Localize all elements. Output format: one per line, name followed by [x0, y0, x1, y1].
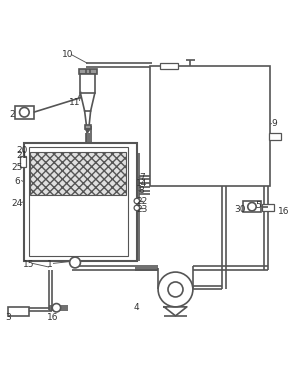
Text: 16: 16 [47, 313, 58, 323]
Text: 3: 3 [6, 313, 11, 323]
Text: 25: 25 [12, 163, 23, 172]
Bar [79, 70, 97, 74]
Text: 7: 7 [139, 173, 144, 182]
Text: 10: 10 [62, 50, 73, 58]
Circle shape [134, 198, 140, 204]
Bar [161, 63, 178, 69]
Circle shape [52, 304, 61, 312]
Text: 22: 22 [136, 197, 147, 206]
Circle shape [158, 272, 193, 307]
Text: 30: 30 [234, 205, 246, 215]
Bar [20, 156, 25, 167]
Text: 24: 24 [12, 199, 23, 208]
Bar [150, 66, 270, 186]
Circle shape [168, 282, 183, 297]
Bar [30, 152, 126, 195]
Bar [15, 106, 34, 119]
Bar [85, 125, 91, 129]
Bar [262, 204, 274, 211]
Bar [24, 142, 136, 261]
Text: 21: 21 [16, 151, 27, 160]
Polygon shape [164, 307, 187, 316]
Circle shape [70, 257, 80, 268]
Text: 20: 20 [16, 146, 27, 154]
Polygon shape [85, 129, 90, 132]
Text: 5: 5 [255, 201, 261, 210]
Circle shape [134, 205, 140, 210]
Text: 8: 8 [139, 186, 144, 195]
Text: 9: 9 [272, 119, 277, 127]
Text: 23: 23 [136, 205, 147, 214]
Bar [243, 201, 261, 212]
Text: 2: 2 [10, 109, 16, 119]
Text: 1: 1 [47, 260, 52, 269]
Text: 6: 6 [15, 177, 20, 186]
Bar [80, 74, 95, 93]
Text: 16: 16 [278, 207, 289, 216]
Bar [269, 133, 281, 139]
Text: 15: 15 [23, 260, 34, 269]
Text: 4: 4 [134, 303, 139, 312]
Text: 14: 14 [136, 179, 147, 188]
Circle shape [248, 202, 256, 211]
Bar [28, 147, 128, 257]
Circle shape [20, 108, 29, 117]
Text: 11: 11 [69, 98, 81, 106]
Bar [9, 306, 29, 316]
